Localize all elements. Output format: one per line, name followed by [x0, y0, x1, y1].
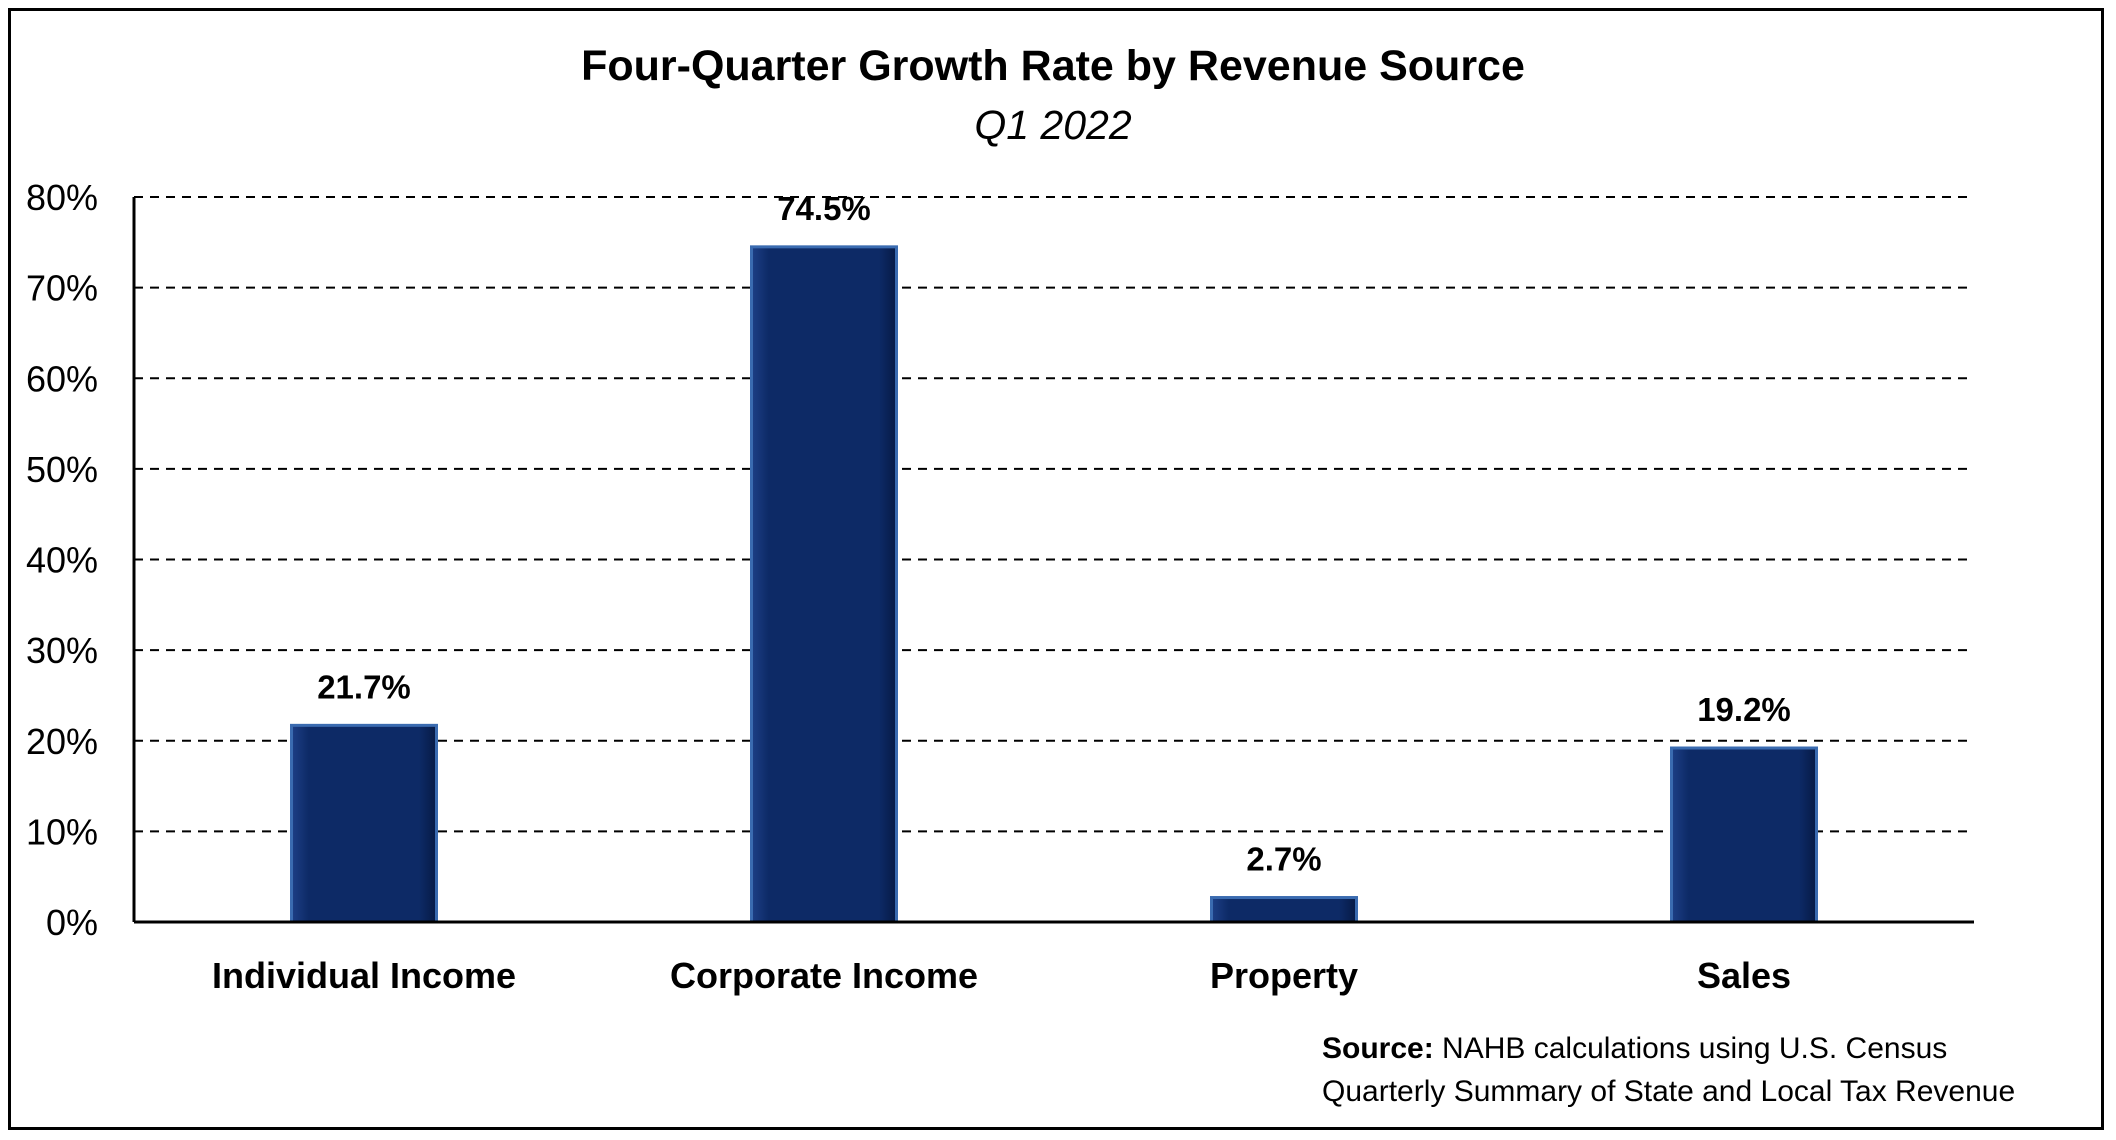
x-tick-label: Corporate Income — [670, 955, 978, 996]
source-label: Source: — [1322, 1032, 1434, 1065]
y-tick-label: 10% — [26, 811, 98, 852]
y-tick-label: 20% — [26, 721, 98, 762]
chart-title: Four-Quarter Growth Rate by Revenue Sour… — [581, 42, 1525, 90]
source-note-line1: Source: NAHB calculations using U.S. Cen… — [1322, 1032, 1947, 1065]
x-tick-label: Individual Income — [212, 955, 516, 996]
source-text: NAHB calculations using U.S. Census — [1434, 1032, 1948, 1065]
y-tick-label: 80% — [26, 177, 98, 218]
y-tick-label: 0% — [46, 902, 98, 943]
bar — [290, 723, 438, 924]
y-tick-label: 40% — [26, 540, 98, 581]
x-tick-label: Sales — [1697, 955, 1791, 996]
x-axis-ticks: Individual Income Corporate Income Propert… — [212, 955, 1791, 996]
data-label: 2.7% — [1246, 841, 1321, 878]
x-tick-label: Property — [1210, 955, 1358, 996]
data-label: 74.5% — [777, 190, 871, 227]
bars — [290, 245, 1818, 924]
data-labels: 21.7% 74.5% 2.7% 19.2% — [317, 190, 1791, 878]
bar — [750, 245, 898, 924]
data-label: 21.7% — [317, 668, 411, 705]
gridlines — [134, 196, 1974, 833]
y-axis-ticks: 0% 10% 20% 30% 40% 50% 60% 70% 80% — [26, 177, 98, 943]
bar — [1670, 746, 1818, 924]
y-tick-label: 50% — [26, 449, 98, 490]
bar — [1210, 896, 1358, 924]
chart-subtitle: Q1 2022 — [974, 102, 1131, 148]
y-tick-label: 60% — [26, 358, 98, 399]
y-tick-label: 30% — [26, 630, 98, 671]
data-label: 19.2% — [1697, 691, 1791, 728]
source-note-line2: Quarterly Summary of State and Local Tax… — [1322, 1075, 2015, 1108]
chart-frame — [8, 8, 2104, 1130]
y-tick-label: 70% — [26, 268, 98, 309]
